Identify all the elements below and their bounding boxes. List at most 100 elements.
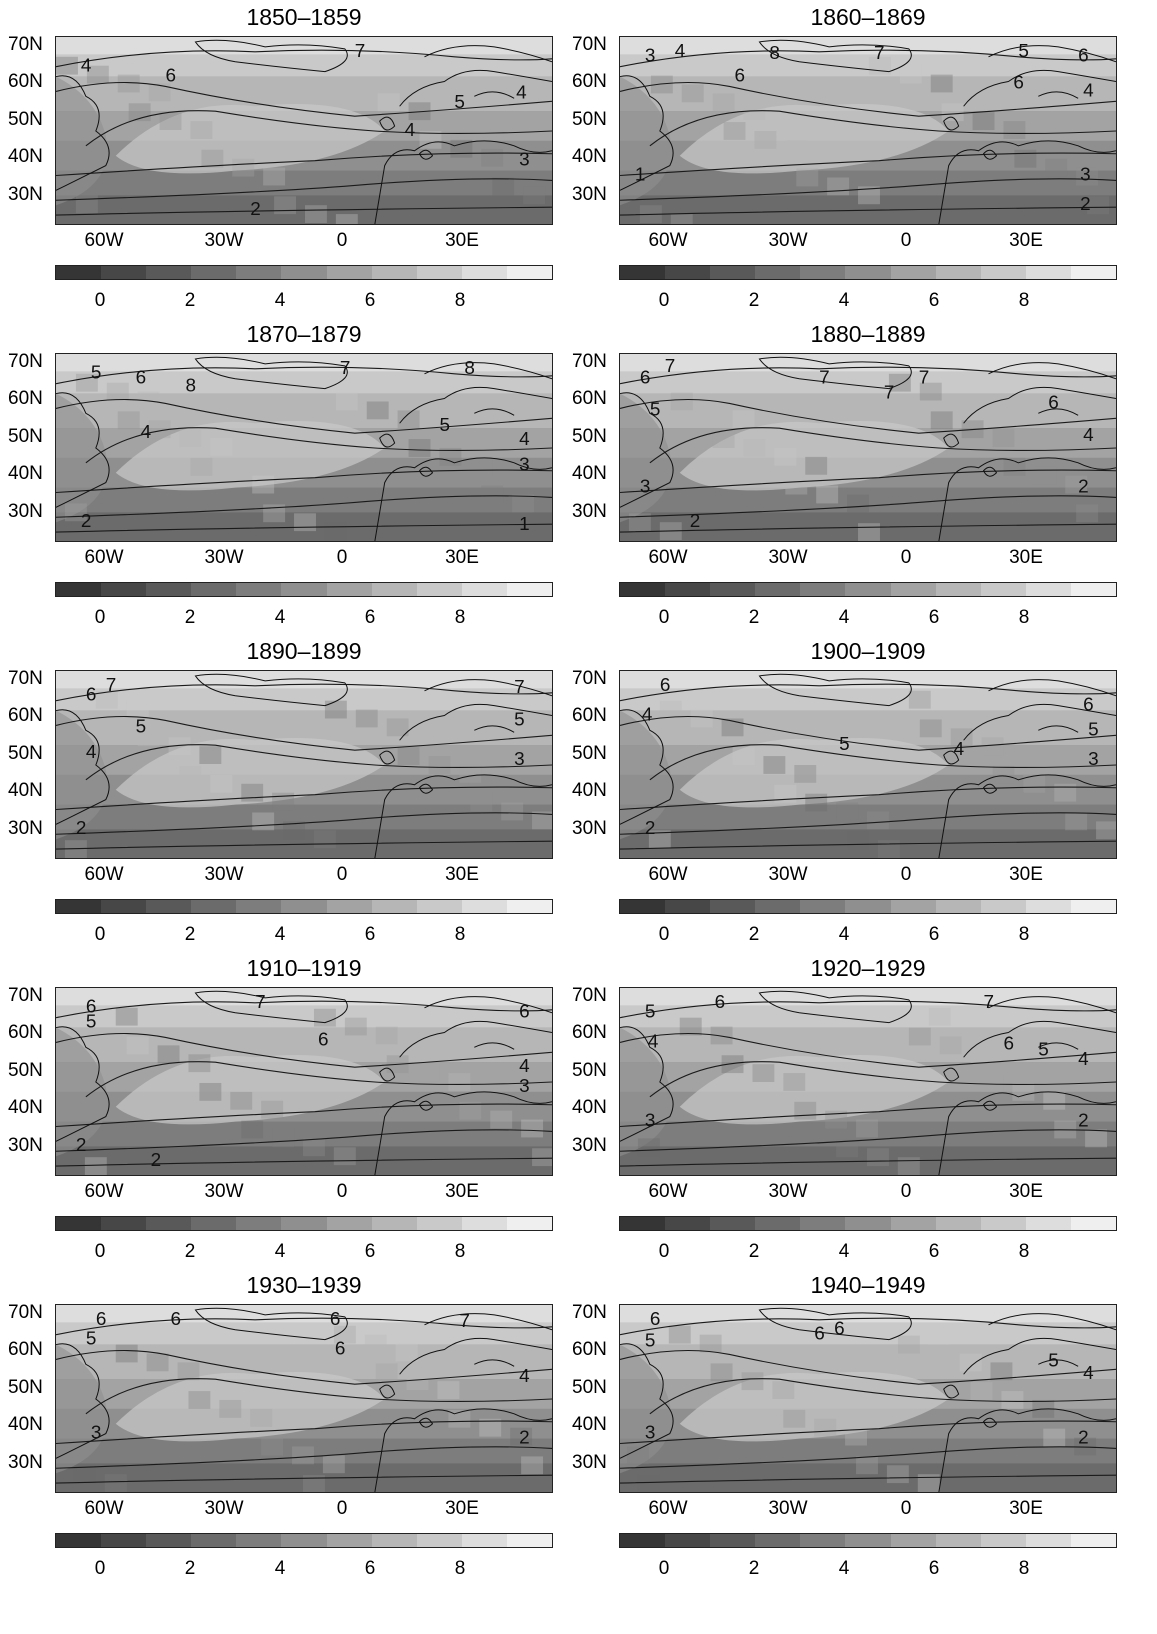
colorbar-swatch <box>371 1217 417 1230</box>
colorbar <box>55 1533 553 1548</box>
colorbar-swatch <box>461 583 507 596</box>
colorbar-swatch <box>236 900 282 913</box>
colorbar-swatch <box>1025 266 1071 279</box>
contour-label: 4 <box>1083 424 1094 445</box>
contour-label: 6 <box>1083 694 1094 715</box>
colorbar-swatch <box>416 1534 462 1547</box>
contour-map: 7 6 4 5 4 3 2 4 <box>55 36 553 225</box>
latitude-label: 70N <box>572 351 607 372</box>
latitude-label: 60N <box>572 388 607 409</box>
colorbar-swatch <box>371 1534 417 1547</box>
colorbar-tick-label: 8 <box>1018 1241 1030 1262</box>
longitude-label: 30E <box>445 1181 479 1202</box>
longitude-label: 0 <box>336 864 348 885</box>
contour-label: 4 <box>642 704 653 725</box>
contour-label: 5 <box>839 733 850 754</box>
contour-label: 7 <box>514 676 525 697</box>
contour-label: 5 <box>650 398 661 419</box>
colorbar-tick-label: 6 <box>928 1558 940 1579</box>
contour-label: 7 <box>459 1310 470 1331</box>
contour-label: 2 <box>690 510 701 531</box>
colorbar-swatch <box>845 1217 891 1230</box>
colorbar-swatch <box>191 1534 237 1547</box>
colorbar-swatch <box>236 1217 282 1230</box>
colorbar-tick-label: 2 <box>184 607 196 628</box>
longitude-label: 30W <box>204 1181 244 1202</box>
colorbar-swatch <box>416 1217 462 1230</box>
latitude-label: 50N <box>8 743 43 764</box>
colorbar <box>619 582 1117 597</box>
colorbar-swatch <box>800 583 846 596</box>
latitude-label: 60N <box>8 388 43 409</box>
colorbar-swatch <box>665 266 711 279</box>
colorbar-tick-label: 6 <box>928 1241 940 1262</box>
latitude-label: 30N <box>572 818 607 839</box>
contour-label: 6 <box>1013 72 1024 93</box>
colorbar-swatch <box>620 1534 666 1547</box>
longitude-label: 0 <box>900 1498 912 1519</box>
contour-label: 7 <box>984 991 995 1012</box>
colorbar <box>619 1216 1117 1231</box>
longitude-label: 0 <box>900 1181 912 1202</box>
latitude-label: 60N <box>8 705 43 726</box>
latitude-label: 50N <box>572 426 607 447</box>
longitude-label: 0 <box>900 864 912 885</box>
map-panel: 1880–1889 70N 60N 50N 40N 30N 7 6 5 7 7 7 6 4 3 2 2 60W 30… <box>564 322 1139 648</box>
latitude-label: 40N <box>572 146 607 167</box>
colorbar-swatch <box>236 1534 282 1547</box>
colorbar-tick-label: 8 <box>1018 1558 1030 1579</box>
colorbar-swatch <box>506 900 553 913</box>
longitude-label: 30E <box>1009 864 1043 885</box>
colorbar-swatch <box>1070 1217 1117 1230</box>
map-panel: 1870–1879 70N 60N 50N 40N 30N 5 6 8 7 8 4 5 4 3 2 1 60W 30… <box>0 322 575 648</box>
colorbar-swatch <box>800 1534 846 1547</box>
contour-label: 4 <box>519 1365 530 1386</box>
colorbar-swatch <box>710 1217 756 1230</box>
contour-label: 4 <box>405 119 416 140</box>
longitude-label: 60W <box>648 230 688 251</box>
colorbar-swatch <box>416 900 462 913</box>
contour-label: 2 <box>250 198 261 219</box>
colorbar-tick-label: 2 <box>184 290 196 311</box>
colorbar-swatch <box>1025 1534 1071 1547</box>
latitude-label: 40N <box>572 1414 607 1435</box>
latitude-label: 60N <box>572 71 607 92</box>
colorbar-swatch <box>1025 900 1071 913</box>
colorbar-swatch <box>101 900 147 913</box>
colorbar-tick-label: 8 <box>1018 607 1030 628</box>
contour-label: 6 <box>660 674 671 695</box>
colorbar-swatch <box>620 266 666 279</box>
colorbar-swatch <box>755 1217 801 1230</box>
colorbar-swatch <box>800 1217 846 1230</box>
colorbar-swatch <box>281 1217 327 1230</box>
colorbar-swatch <box>101 266 147 279</box>
panel-title: 1850–1859 <box>246 4 362 30</box>
latitude-label: 30N <box>572 1135 607 1156</box>
contour-label: 6 <box>1078 45 1089 66</box>
longitude-label: 60W <box>84 1498 124 1519</box>
colorbar-tick-label: 2 <box>184 1558 196 1579</box>
colorbar-tick-label: 0 <box>94 1241 106 1262</box>
contour-label: 5 <box>645 1001 656 1022</box>
contour-label: 6 <box>136 367 147 388</box>
map-panel: 1900–1909 70N 60N 50N 40N 30N 6 4 5 4 6 5 3 2 60W 30W 0 3… <box>564 639 1139 965</box>
contour-label: 4 <box>1083 79 1094 100</box>
colorbar-swatch <box>890 1534 936 1547</box>
longitude-label: 0 <box>900 547 912 568</box>
colorbar <box>55 1216 553 1231</box>
map-panel: 1910–1919 70N 60N 50N 40N 30N 6 5 7 6 6 4 3 2 2 60W 30W 0… <box>0 956 575 1282</box>
colorbar <box>619 899 1117 914</box>
colorbar-swatch <box>845 1534 891 1547</box>
longitude-label: 30E <box>445 1498 479 1519</box>
contour-label: 6 <box>96 1308 107 1329</box>
colorbar-swatch <box>890 583 936 596</box>
colorbar-swatch <box>56 583 102 596</box>
colorbar-swatch <box>710 900 756 913</box>
contour-label: 7 <box>106 674 117 695</box>
colorbar-swatch <box>461 1217 507 1230</box>
